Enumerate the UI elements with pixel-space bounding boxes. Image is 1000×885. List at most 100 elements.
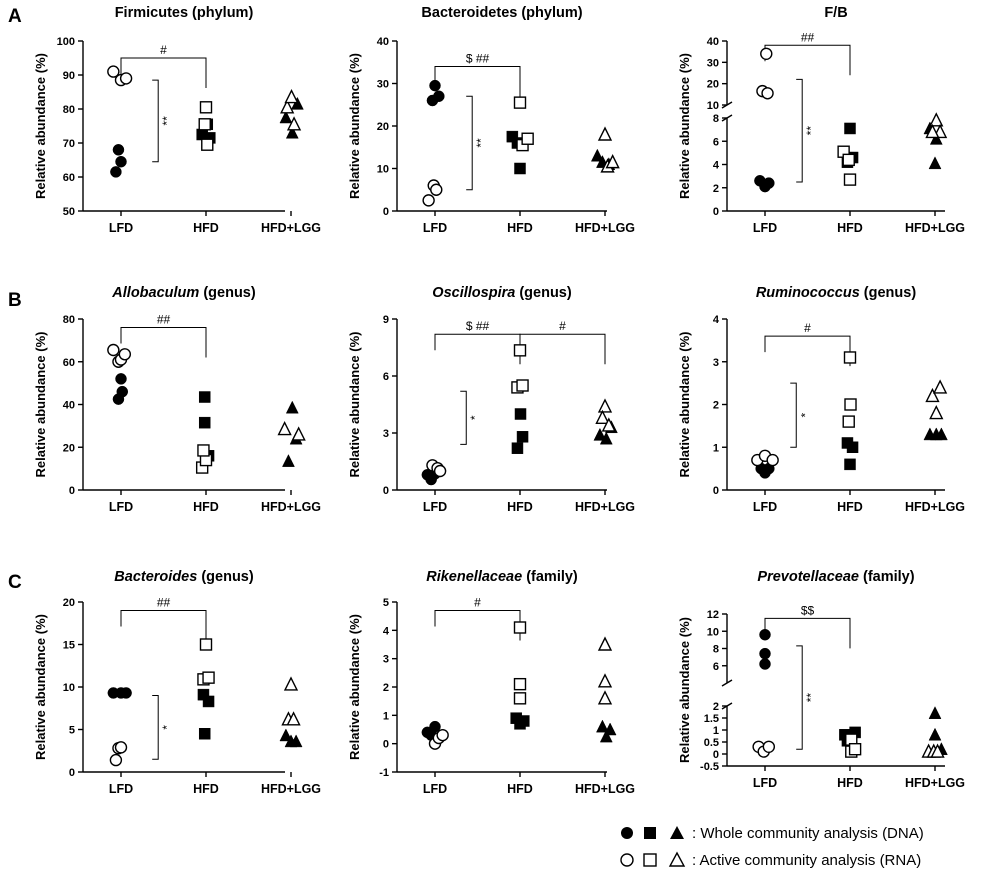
y-tick-label: 2 [713,400,719,412]
data-point-dna [514,408,527,420]
x-tick-label: HFD [507,782,533,796]
significance-bracket [434,610,521,641]
significance-label: $$ [801,603,815,617]
legend-rna-square-icon [643,853,657,867]
y-tick-label: 50 [63,206,75,218]
chart-title: Bacteroidetes (phylum) [421,5,582,21]
legend-rna-circle-icon [620,853,634,867]
y-tick-label: 1 [383,710,389,722]
chart-title: Ruminococcus (genus) [756,285,916,301]
data-point-rna [513,677,527,691]
y-tick-label: 60 [63,172,75,184]
data-point-dna [599,431,613,445]
y-tick-label: 10 [707,626,719,638]
data-point-dna [511,442,524,454]
data-point-dna [844,458,856,471]
within-group-label: ** [474,138,488,148]
y-tick-label: 0 [383,739,389,751]
significance-bracket [120,327,207,358]
x-tick-label: LFD [109,221,133,235]
chart-title-plain: (genus) [860,285,917,301]
y-tick-label: 1 [713,725,719,737]
data-point-rna [597,636,613,651]
significance-label: ## [801,30,815,44]
significance-label: # [804,321,811,335]
within-group-label: * [798,413,812,418]
y-axis-label: Relative abundance (%) [677,53,692,199]
y-tick-label: 4 [713,160,720,172]
data-point-rna [199,101,213,114]
data-point-rna [284,89,299,104]
data-point-dna [115,155,127,168]
y-tick-label: 0 [383,485,389,497]
data-point-dna [763,177,775,189]
data-point-rna [929,404,944,420]
chart-title: Allobaculum (genus) [111,285,256,301]
y-axis-label: Relative abundance (%) [677,332,692,478]
y-tick-label: 6 [383,371,389,383]
data-point-dna [290,96,304,110]
within-group-label: ** [804,126,818,136]
chart-title: Rikenellaceae (family) [426,569,578,585]
data-point-dna [590,148,604,162]
x-tick-label: HFD [837,221,863,235]
data-point-rna [597,673,613,688]
y-axis-label: Relative abundance (%) [347,332,362,478]
data-point-rna [843,173,857,186]
data-point-rna [109,753,123,767]
y-tick-label: 20 [63,442,75,454]
significance-bracket [120,610,207,641]
y-tick-label: 40 [377,36,389,48]
data-point-dna [285,400,299,414]
x-tick-label: LFD [753,776,777,790]
y-tick-label: 80 [63,104,75,116]
x-tick-label: HFD [193,782,219,796]
x-tick-label: HFD+LGG [575,221,635,235]
within-group-label: ** [804,693,818,703]
chart-title-italic: Oscillospira [432,285,515,301]
data-point-rna [766,453,779,467]
data-point-dna [593,427,607,441]
chart-prevotellaceae: 6 8 10 12 -0.500.511.52 LFD HFD HFD+LGG Prevotel… [677,569,965,790]
y-tick-label: 70 [63,138,75,150]
data-point-rna [601,417,616,432]
significance-bracket [519,333,606,365]
y-tick-label: 5 [383,597,389,609]
x-tick-label: HFD+LGG [261,782,321,796]
data-point-dna [516,431,529,443]
y-tick-label: 40 [707,36,719,48]
x-tick-label: LFD [753,500,777,514]
y-tick-label: 3 [383,428,389,440]
data-point-rna [118,348,132,361]
data-point-rna [513,692,527,705]
x-tick-label: LFD [423,782,447,796]
chart-bacteroides: 0 5 10 15 20 LFD HFD HFD+LGG Bacteroides (genus)… [33,569,321,796]
data-point-rna [516,379,529,392]
axis-break-mark [721,679,733,687]
within-group-bracket [152,695,159,760]
y-tick-label: 3 [713,357,719,369]
data-point-rna [277,421,292,436]
chart-oscillospira: 0 3 6 9 LFD HFD HFD+LGG Oscillospira (genus) Rel… [347,285,635,514]
data-point-rna [842,415,855,428]
significance-label: # [160,43,167,57]
x-tick-label: HFD+LGG [575,500,635,514]
data-point-rna [107,65,120,78]
significance-bracket [764,617,851,649]
data-point-dna [429,79,441,92]
chart-title: F/B [824,5,847,21]
significance-bracket [120,57,207,88]
data-point-rna [595,409,610,424]
legend: : Whole community analysis (DNA) : Activ… [620,825,924,869]
data-point-rna [280,99,295,114]
data-point-dna [603,722,617,736]
within-group-bracket [796,645,803,750]
y-tick-label: 2 [713,183,719,195]
data-point-rna [930,743,945,758]
data-point-dna [116,385,129,398]
data-point-rna [925,387,940,403]
y-tick-label: 0 [713,749,719,761]
y-tick-label: 15 [63,640,75,652]
data-point-dna [198,416,211,429]
data-point-dna [279,728,293,742]
